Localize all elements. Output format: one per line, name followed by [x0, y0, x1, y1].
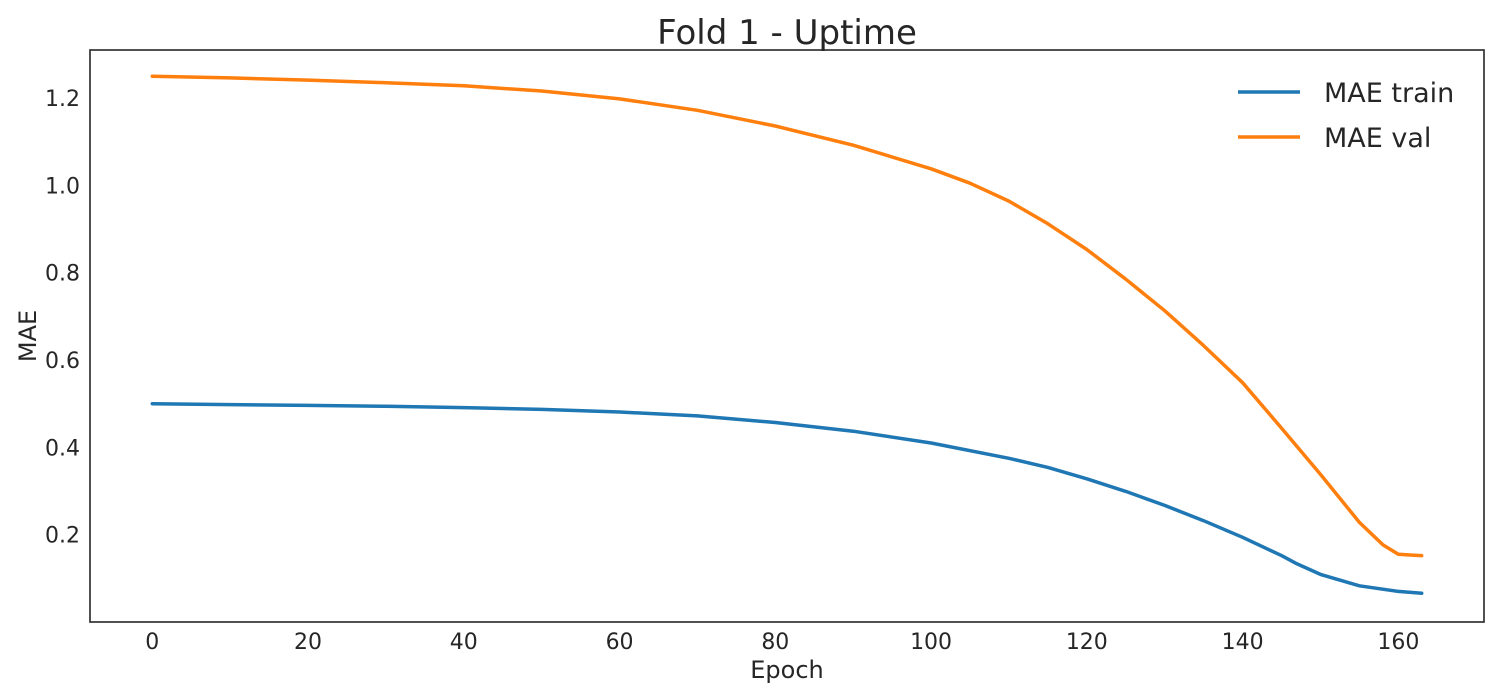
- y-tick-label: 0.6: [45, 349, 80, 374]
- y-axis-label: MAE: [14, 310, 42, 362]
- x-tick-label: 0: [145, 630, 159, 655]
- tick-labels: 0 20 40 60 80 100 120 140 160 0.2 0.4 0.6 0.8 1.0 1.2: [45, 87, 1419, 655]
- x-tick-label: 120: [1066, 630, 1108, 655]
- series-lines: [150, 74, 1424, 595]
- x-tick-label: 140: [1222, 630, 1264, 655]
- x-tick-label: 80: [761, 630, 789, 655]
- x-axis-label: Epoch: [750, 656, 824, 684]
- legend-label: MAE train: [1324, 78, 1454, 109]
- y-tick-label: 1.2: [45, 87, 80, 112]
- legend-label: MAE val: [1324, 123, 1431, 154]
- chart-title: Fold 1 - Uptime: [657, 13, 917, 53]
- x-tick-label: 160: [1377, 630, 1419, 655]
- legend: MAE train MAE val: [1238, 78, 1454, 154]
- y-tick-label: 0.8: [45, 262, 80, 287]
- y-tick-label: 0.4: [45, 436, 80, 461]
- plot-frame: [89, 49, 1485, 623]
- x-tick-label: 100: [910, 630, 952, 655]
- x-tick-label: 40: [450, 630, 478, 655]
- series-line-1: [150, 74, 1424, 558]
- y-tick-label: 0.2: [45, 524, 80, 549]
- x-tick-label: 60: [606, 630, 634, 655]
- x-tick-label: 20: [294, 630, 322, 655]
- series-line-0: [150, 401, 1424, 595]
- y-tick-label: 1.0: [45, 174, 80, 199]
